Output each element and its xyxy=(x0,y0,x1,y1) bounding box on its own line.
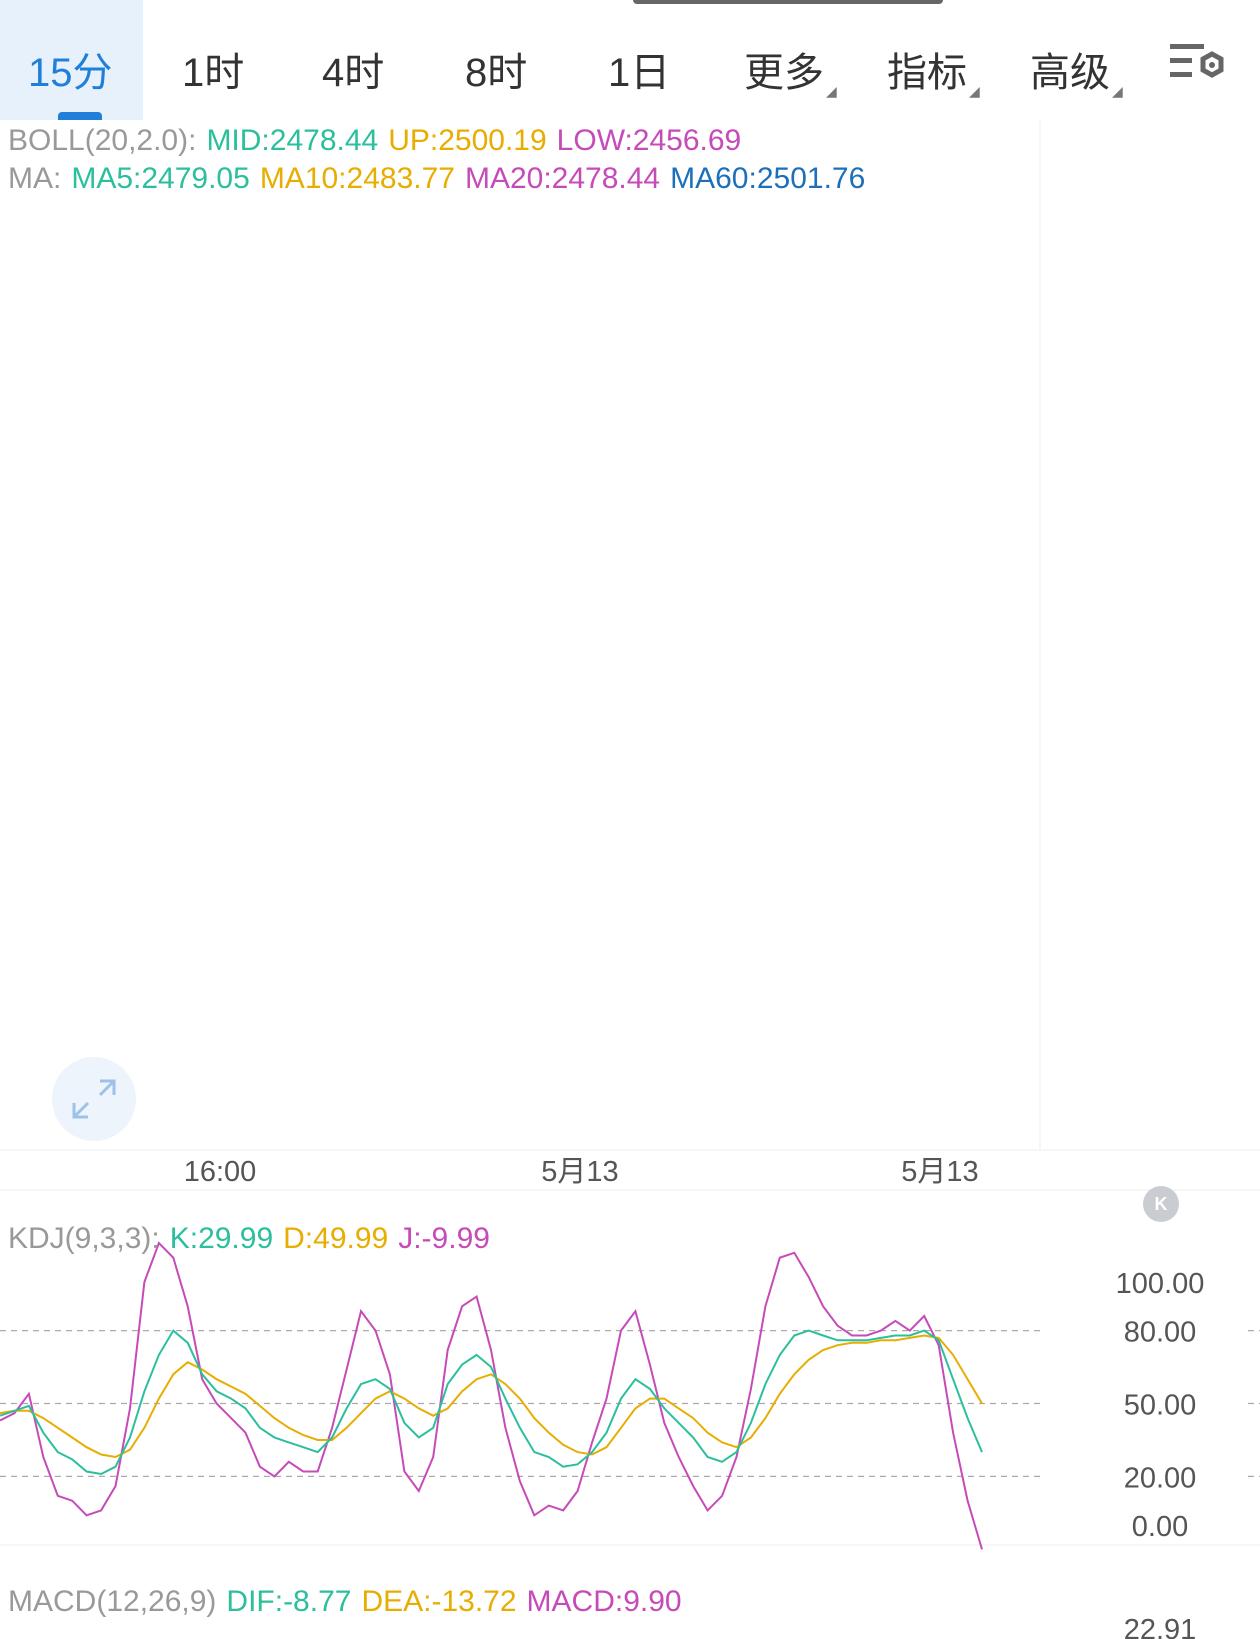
drag-handle[interactable] xyxy=(633,0,943,4)
collapse-button[interactable]: K xyxy=(1143,1186,1179,1222)
tab-1hour[interactable]: 1时 xyxy=(182,51,245,95)
kdj-d: D:49.99 xyxy=(283,1222,389,1255)
kdj-axis-label: 80.00 xyxy=(1124,1317,1197,1349)
boll-low: LOW:2456.69 xyxy=(556,124,742,157)
boll-legend: BOLL(20,2.0): MID:2478.44 UP:2500.19 LOW:24… xyxy=(8,124,751,158)
macd-dif: DIF:-8.77 xyxy=(226,1585,352,1618)
ma60-value: MA60:2501.76 xyxy=(670,162,866,195)
expand-arrows-icon xyxy=(72,1079,116,1119)
collapse-icon: K xyxy=(1154,1194,1168,1214)
kdj-axis-label: 20.00 xyxy=(1124,1462,1197,1494)
kdj-j: J:-9.99 xyxy=(398,1222,490,1255)
tab-8hour[interactable]: 8时 xyxy=(465,51,528,95)
macd-dea: DEA:-13.72 xyxy=(361,1585,517,1618)
ma5-value: MA5:2479.05 xyxy=(71,162,250,195)
timeframe-tab-bar: 15分 1时 4时 8时 1日 更多 ◢ 指标 ◢ 高级 ◢ xyxy=(0,0,1260,120)
tab-advanced[interactable]: 高级 ◢ xyxy=(1030,51,1123,99)
kdj-k: K:29.99 xyxy=(169,1222,274,1255)
tab-1day[interactable]: 1日 xyxy=(608,51,671,95)
kdj-d-line xyxy=(0,1334,983,1459)
chart-settings-icon[interactable] xyxy=(1168,40,1230,88)
kdj-legend: KDJ(9,3,3): K:29.99 D:49.99 J:-9.99 xyxy=(8,1222,500,1256)
kdj-axis-label: 100.00 xyxy=(1116,1268,1205,1300)
time-axis-label: 5月13 xyxy=(901,1156,978,1188)
boll-label: BOLL(20,2.0): xyxy=(8,124,197,157)
dropdown-caret-icon: ◢ xyxy=(826,83,837,99)
dropdown-caret-icon: ◢ xyxy=(1112,83,1123,99)
macd-axis-label: 22.91 xyxy=(1124,1614,1197,1639)
tab-15min[interactable]: 15分 xyxy=(28,51,113,95)
tab-indicators[interactable]: 指标 ◢ xyxy=(887,51,980,99)
dropdown-caret-icon: ◢ xyxy=(969,83,980,99)
macd-label: MACD(12,26,9) xyxy=(8,1585,217,1618)
kdj-j-line xyxy=(0,1241,983,1550)
boll-up: UP:2500.19 xyxy=(388,124,547,157)
time-axis-label: 5月13 xyxy=(541,1156,618,1188)
ma20-value: MA20:2478.44 xyxy=(464,162,661,195)
active-tab-indicator xyxy=(58,112,102,120)
ma10-value: MA10:2483.77 xyxy=(259,162,455,195)
kdj-k-line xyxy=(0,1329,983,1476)
time-axis-label: 16:00 xyxy=(184,1156,257,1188)
ma-label: MA: xyxy=(8,162,62,195)
kdj-label: KDJ(9,3,3): xyxy=(8,1222,160,1255)
boll-mid: MID:2478.44 xyxy=(206,124,379,157)
macd-value: MACD:9.90 xyxy=(526,1585,682,1618)
active-tab-background xyxy=(0,0,143,120)
fullscreen-button[interactable] xyxy=(52,1057,136,1141)
tab-4hour[interactable]: 4时 xyxy=(322,51,385,95)
kdj-axis-label: 50.00 xyxy=(1124,1390,1197,1422)
kdj-axis-label: 0.00 xyxy=(1132,1511,1188,1543)
ma-legend: MA: MA5:2479.05 MA10:2483.77 MA20:2478.44 MA… xyxy=(8,162,875,196)
tab-more[interactable]: 更多 ◢ xyxy=(744,51,837,99)
macd-legend: MACD(12,26,9) DIF:-8.77 DEA:-13.72 MACD:9.9… xyxy=(8,1585,692,1619)
